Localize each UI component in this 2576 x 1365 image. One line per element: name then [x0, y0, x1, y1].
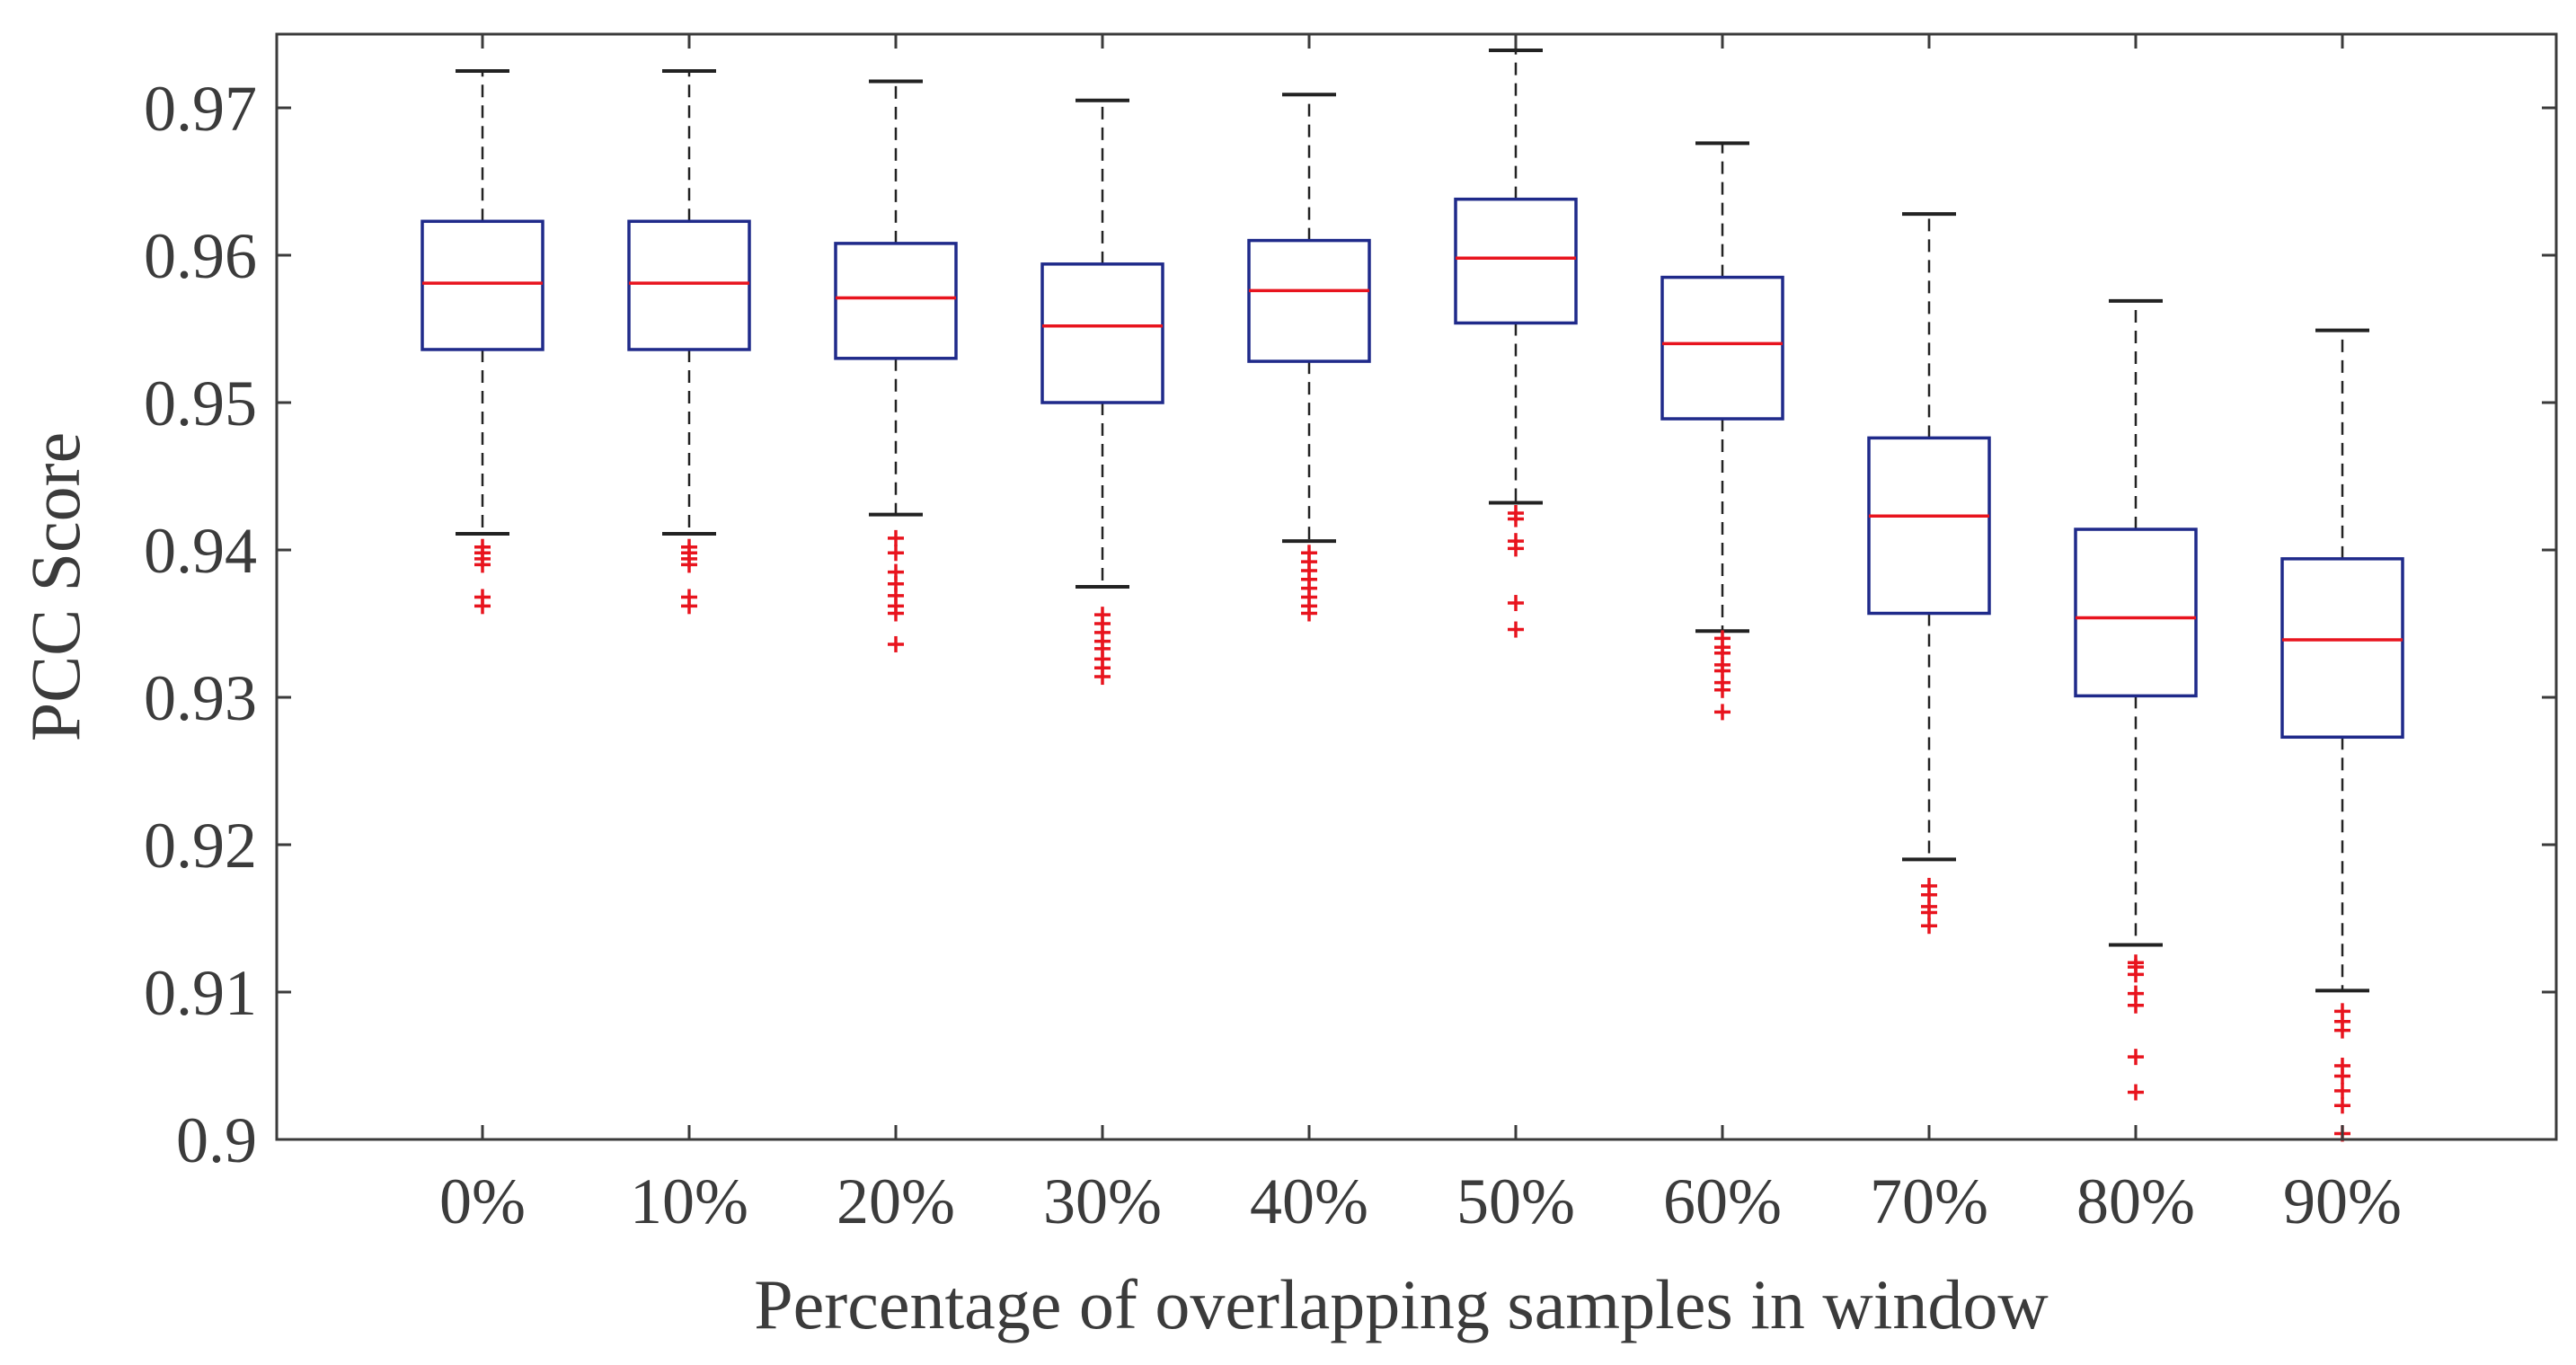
- x-tick-label: 80%: [2076, 1166, 2195, 1237]
- y-axis: 0.9 0.91 0.92 0.93 0.94 0.95 0.96 0.97: [144, 73, 2556, 1176]
- box-iqr: [1454, 197, 1578, 325]
- outlier-marker: [888, 605, 904, 622]
- y-tick-label: 0.97: [144, 73, 257, 145]
- x-tick-label: 90%: [2283, 1166, 2402, 1237]
- box-group: [1040, 98, 1164, 686]
- outlier-marker: [888, 529, 904, 546]
- outlier-marker: [2128, 966, 2144, 983]
- x-axis: 0% 10% 20% 30% 40% 50% 60% 70% 80% 90%: [439, 34, 2402, 1237]
- y-tick-label: 0.9: [176, 1104, 257, 1176]
- box-group: [1454, 49, 1578, 638]
- x-tick-label: 20%: [837, 1166, 955, 1237]
- outlier-marker: [2334, 1097, 2350, 1114]
- outlier-marker: [2334, 1082, 2350, 1099]
- box-group: [627, 69, 751, 615]
- outlier-marker: [888, 635, 904, 652]
- outlier-marker: [681, 556, 697, 573]
- box-group: [834, 79, 958, 652]
- y-tick-label: 0.95: [144, 368, 257, 439]
- outlier-marker: [1301, 605, 1317, 622]
- outlier-marker: [2128, 1084, 2144, 1101]
- boxes-layer: [420, 49, 2404, 1142]
- outlier-marker: [1508, 540, 1524, 557]
- y-axis-title: PCC Score: [16, 432, 94, 742]
- outlier-marker: [681, 598, 697, 615]
- outlier-marker: [888, 545, 904, 562]
- outlier-marker: [1921, 917, 1937, 935]
- box-iqr: [1040, 262, 1164, 404]
- x-tick-label: 50%: [1456, 1166, 1575, 1237]
- outlier-marker: [1714, 704, 1731, 721]
- outlier-marker: [2128, 1049, 2144, 1066]
- box-iqr: [2074, 527, 2198, 698]
- box-iqr: [420, 219, 544, 351]
- plot-area-frame: [275, 32, 2558, 1141]
- box-group: [1247, 93, 1371, 622]
- outlier-marker: [1714, 681, 1731, 698]
- y-tick-label: 0.93: [144, 662, 257, 734]
- x-tick-label: 0%: [439, 1166, 526, 1237]
- box-iqr: [1660, 275, 1784, 421]
- y-tick-label: 0.94: [144, 515, 257, 587]
- x-tick-label: 10%: [630, 1166, 748, 1237]
- x-axis-title: Percentage of overlapping samples in win…: [754, 1265, 2048, 1343]
- y-tick-label: 0.91: [144, 957, 257, 1029]
- box-group: [1660, 141, 1784, 721]
- y-tick-label: 0.92: [144, 810, 257, 882]
- box-iqr: [2280, 557, 2404, 740]
- box-group: [1867, 212, 1991, 935]
- x-tick-label: 60%: [1663, 1166, 1782, 1237]
- y-tick-label: 0.96: [144, 220, 257, 292]
- outlier-marker: [474, 598, 491, 615]
- box-group: [420, 69, 544, 615]
- outlier-marker: [1094, 669, 1111, 686]
- x-tick-label: 70%: [1870, 1166, 1988, 1237]
- box-iqr: [1867, 436, 1991, 616]
- outlier-marker: [2128, 997, 2144, 1014]
- outlier-marker: [2334, 1022, 2350, 1039]
- x-tick-label: 30%: [1043, 1166, 1162, 1237]
- outlier-marker: [1508, 595, 1524, 612]
- box-iqr: [1247, 238, 1371, 363]
- outlier-marker: [474, 556, 491, 573]
- box-iqr: [834, 242, 958, 360]
- box-group: [2074, 298, 2198, 1101]
- outlier-marker: [2334, 1068, 2350, 1085]
- box-group: [2280, 328, 2404, 1142]
- x-tick-label: 40%: [1250, 1166, 1368, 1237]
- box-iqr: [627, 219, 751, 351]
- outlier-marker: [1508, 621, 1524, 638]
- outlier-marker: [1508, 510, 1524, 527]
